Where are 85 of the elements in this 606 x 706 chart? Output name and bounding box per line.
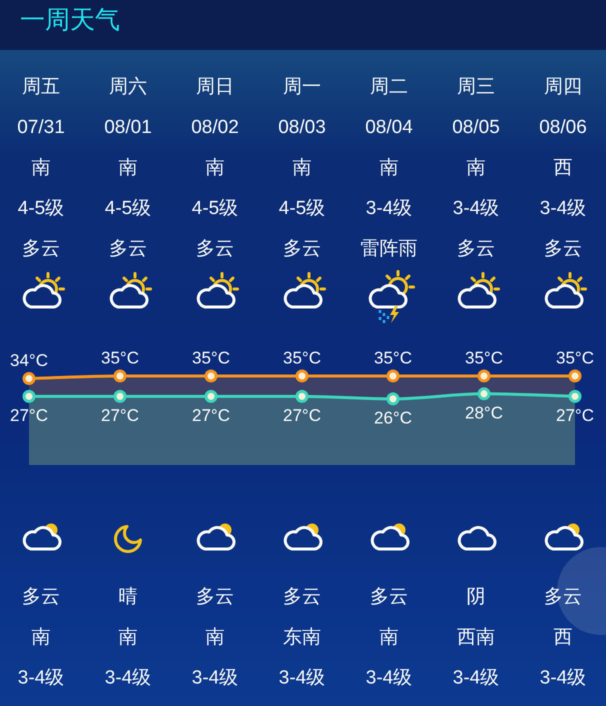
- point: [386, 392, 400, 406]
- data-label: 34°C: [10, 351, 48, 370]
- text: 南: [118, 158, 138, 178]
- text: 4-5级: [104, 198, 152, 219]
- text: 周五: [22, 76, 60, 98]
- text: 多云: [544, 238, 582, 260]
- text: 07/31: [17, 117, 65, 138]
- text: 多云: [370, 586, 408, 608]
- text: 08/04: [365, 117, 414, 138]
- data-label: 27°C: [101, 406, 139, 425]
- text: 阴: [466, 586, 486, 608]
- text: 多云: [544, 586, 582, 608]
- text: 3-4级: [192, 668, 238, 688]
- data-label: 27°C: [10, 406, 48, 425]
- data-label: 26°C: [374, 408, 412, 428]
- text: 3-4级: [540, 668, 586, 688]
- data-label: 27°C: [192, 406, 230, 425]
- text: 晴: [118, 586, 138, 608]
- data-label: 35°C: [374, 348, 412, 368]
- text: 3-4级: [366, 198, 412, 219]
- point: [568, 390, 582, 403]
- text: 南: [380, 158, 398, 178]
- text: 西: [554, 158, 572, 178]
- text: 08/03: [278, 117, 326, 138]
- text: 多云: [283, 586, 321, 608]
- text: 周六: [109, 76, 147, 98]
- text: 多云: [109, 238, 147, 260]
- text: 多云: [22, 586, 60, 608]
- text: 4-5级: [18, 198, 64, 219]
- text: 08/01: [104, 117, 152, 138]
- data-label: 35°C: [192, 348, 230, 368]
- data-label: 35°C: [101, 348, 139, 368]
- data-label: 35°C: [283, 348, 321, 368]
- text: 周三: [457, 76, 495, 98]
- text: 南: [466, 158, 486, 178]
- point: [568, 370, 582, 382]
- point: [22, 390, 36, 403]
- text: 一周天气: [20, 6, 120, 34]
- text: 多云: [196, 586, 234, 608]
- point: [204, 390, 218, 403]
- text: 3-4级: [278, 668, 326, 688]
- text: 南: [292, 158, 312, 178]
- text: 周二: [370, 76, 408, 98]
- text: 08/02: [191, 117, 239, 138]
- text: 周日: [196, 76, 234, 98]
- text: 4-5级: [192, 198, 238, 219]
- text: 西南: [457, 627, 495, 648]
- text: 3-4级: [104, 668, 152, 688]
- text: 西: [554, 627, 572, 648]
- point: [386, 370, 400, 382]
- data-label: 27°C: [283, 406, 321, 425]
- text: 多云: [196, 238, 234, 260]
- text: 08/06: [539, 117, 587, 138]
- text: 南: [32, 627, 50, 648]
- text: 周一: [283, 76, 321, 98]
- point: [114, 390, 126, 403]
- point: [204, 370, 218, 382]
- text: 3-4级: [452, 198, 500, 219]
- data-label: 28°C: [465, 403, 503, 422]
- text: 多云: [22, 238, 60, 260]
- point: [296, 370, 308, 382]
- text: 3-4级: [366, 668, 412, 688]
- text: 3-4级: [18, 668, 64, 688]
- text: 南: [32, 158, 50, 178]
- text: 多云: [283, 238, 321, 260]
- text: 南: [206, 627, 224, 648]
- data-label: 35°C: [465, 348, 503, 368]
- text: 周四: [544, 76, 582, 98]
- text: 4-5级: [278, 198, 326, 219]
- text: 南: [380, 627, 398, 648]
- text: 多云: [457, 238, 495, 260]
- text: 08/05: [452, 117, 500, 138]
- text: 南: [118, 627, 138, 648]
- text: 雷阵雨: [360, 238, 418, 260]
- point: [478, 387, 490, 400]
- data-label: 35°C: [556, 348, 594, 368]
- text: 南: [206, 158, 224, 178]
- data-label: 27°C: [556, 406, 594, 425]
- text: 东南: [283, 627, 321, 648]
- point: [22, 372, 36, 386]
- text: 3-4级: [452, 668, 500, 688]
- point: [478, 370, 490, 382]
- point: [114, 370, 126, 382]
- text: 3-4级: [540, 198, 586, 219]
- point: [296, 390, 308, 403]
